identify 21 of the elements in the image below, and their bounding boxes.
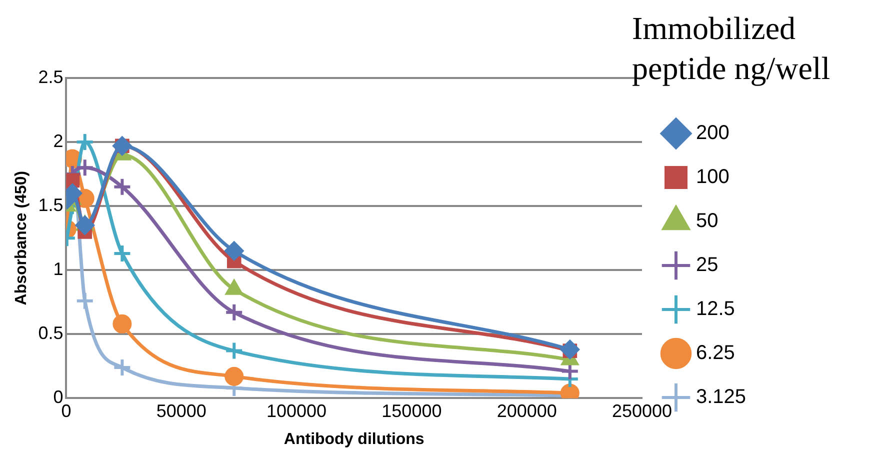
y-axis-title: Absorbance (450) [13, 170, 30, 306]
x-tick-label: 250000 [612, 400, 672, 421]
x-tick-label: 150000 [382, 400, 442, 421]
y-tick-label: 1.5 [38, 195, 64, 216]
y-tick-label: 1 [53, 259, 64, 280]
x-tick-label: 50000 [156, 400, 206, 421]
y-tick-label: 2 [53, 131, 64, 152]
legend-label: 6.25 [696, 342, 735, 364]
x-tick-label: 100000 [266, 400, 327, 421]
legend-title: Immobilized peptide ng/well [632, 9, 832, 88]
legend-label: 50 [696, 210, 718, 232]
y-tick-label: 2.5 [38, 66, 64, 87]
legend-label: 200 [696, 122, 730, 144]
legend-label: 3.125 [696, 386, 746, 408]
legend-label: 25 [696, 254, 718, 276]
x-tick-label: 200000 [496, 400, 557, 421]
y-tick-label: 0.5 [38, 323, 64, 344]
y-tick-label: 0 [53, 387, 64, 408]
x-axis-title: Antibody dilutions [284, 430, 424, 448]
legend-label: 12.5 [696, 298, 735, 320]
legend-label: 100 [696, 166, 730, 188]
